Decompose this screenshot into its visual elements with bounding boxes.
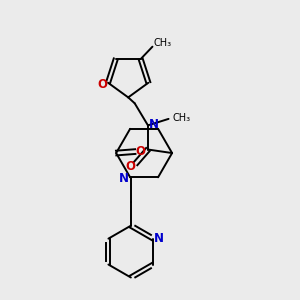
Text: N: N: [149, 118, 159, 131]
Text: CH₃: CH₃: [154, 38, 172, 48]
Text: CH₃: CH₃: [172, 113, 190, 123]
Text: O: O: [125, 160, 135, 172]
Text: N: N: [154, 232, 164, 244]
Text: O: O: [98, 78, 108, 91]
Text: O: O: [136, 145, 146, 158]
Text: N: N: [118, 172, 129, 185]
